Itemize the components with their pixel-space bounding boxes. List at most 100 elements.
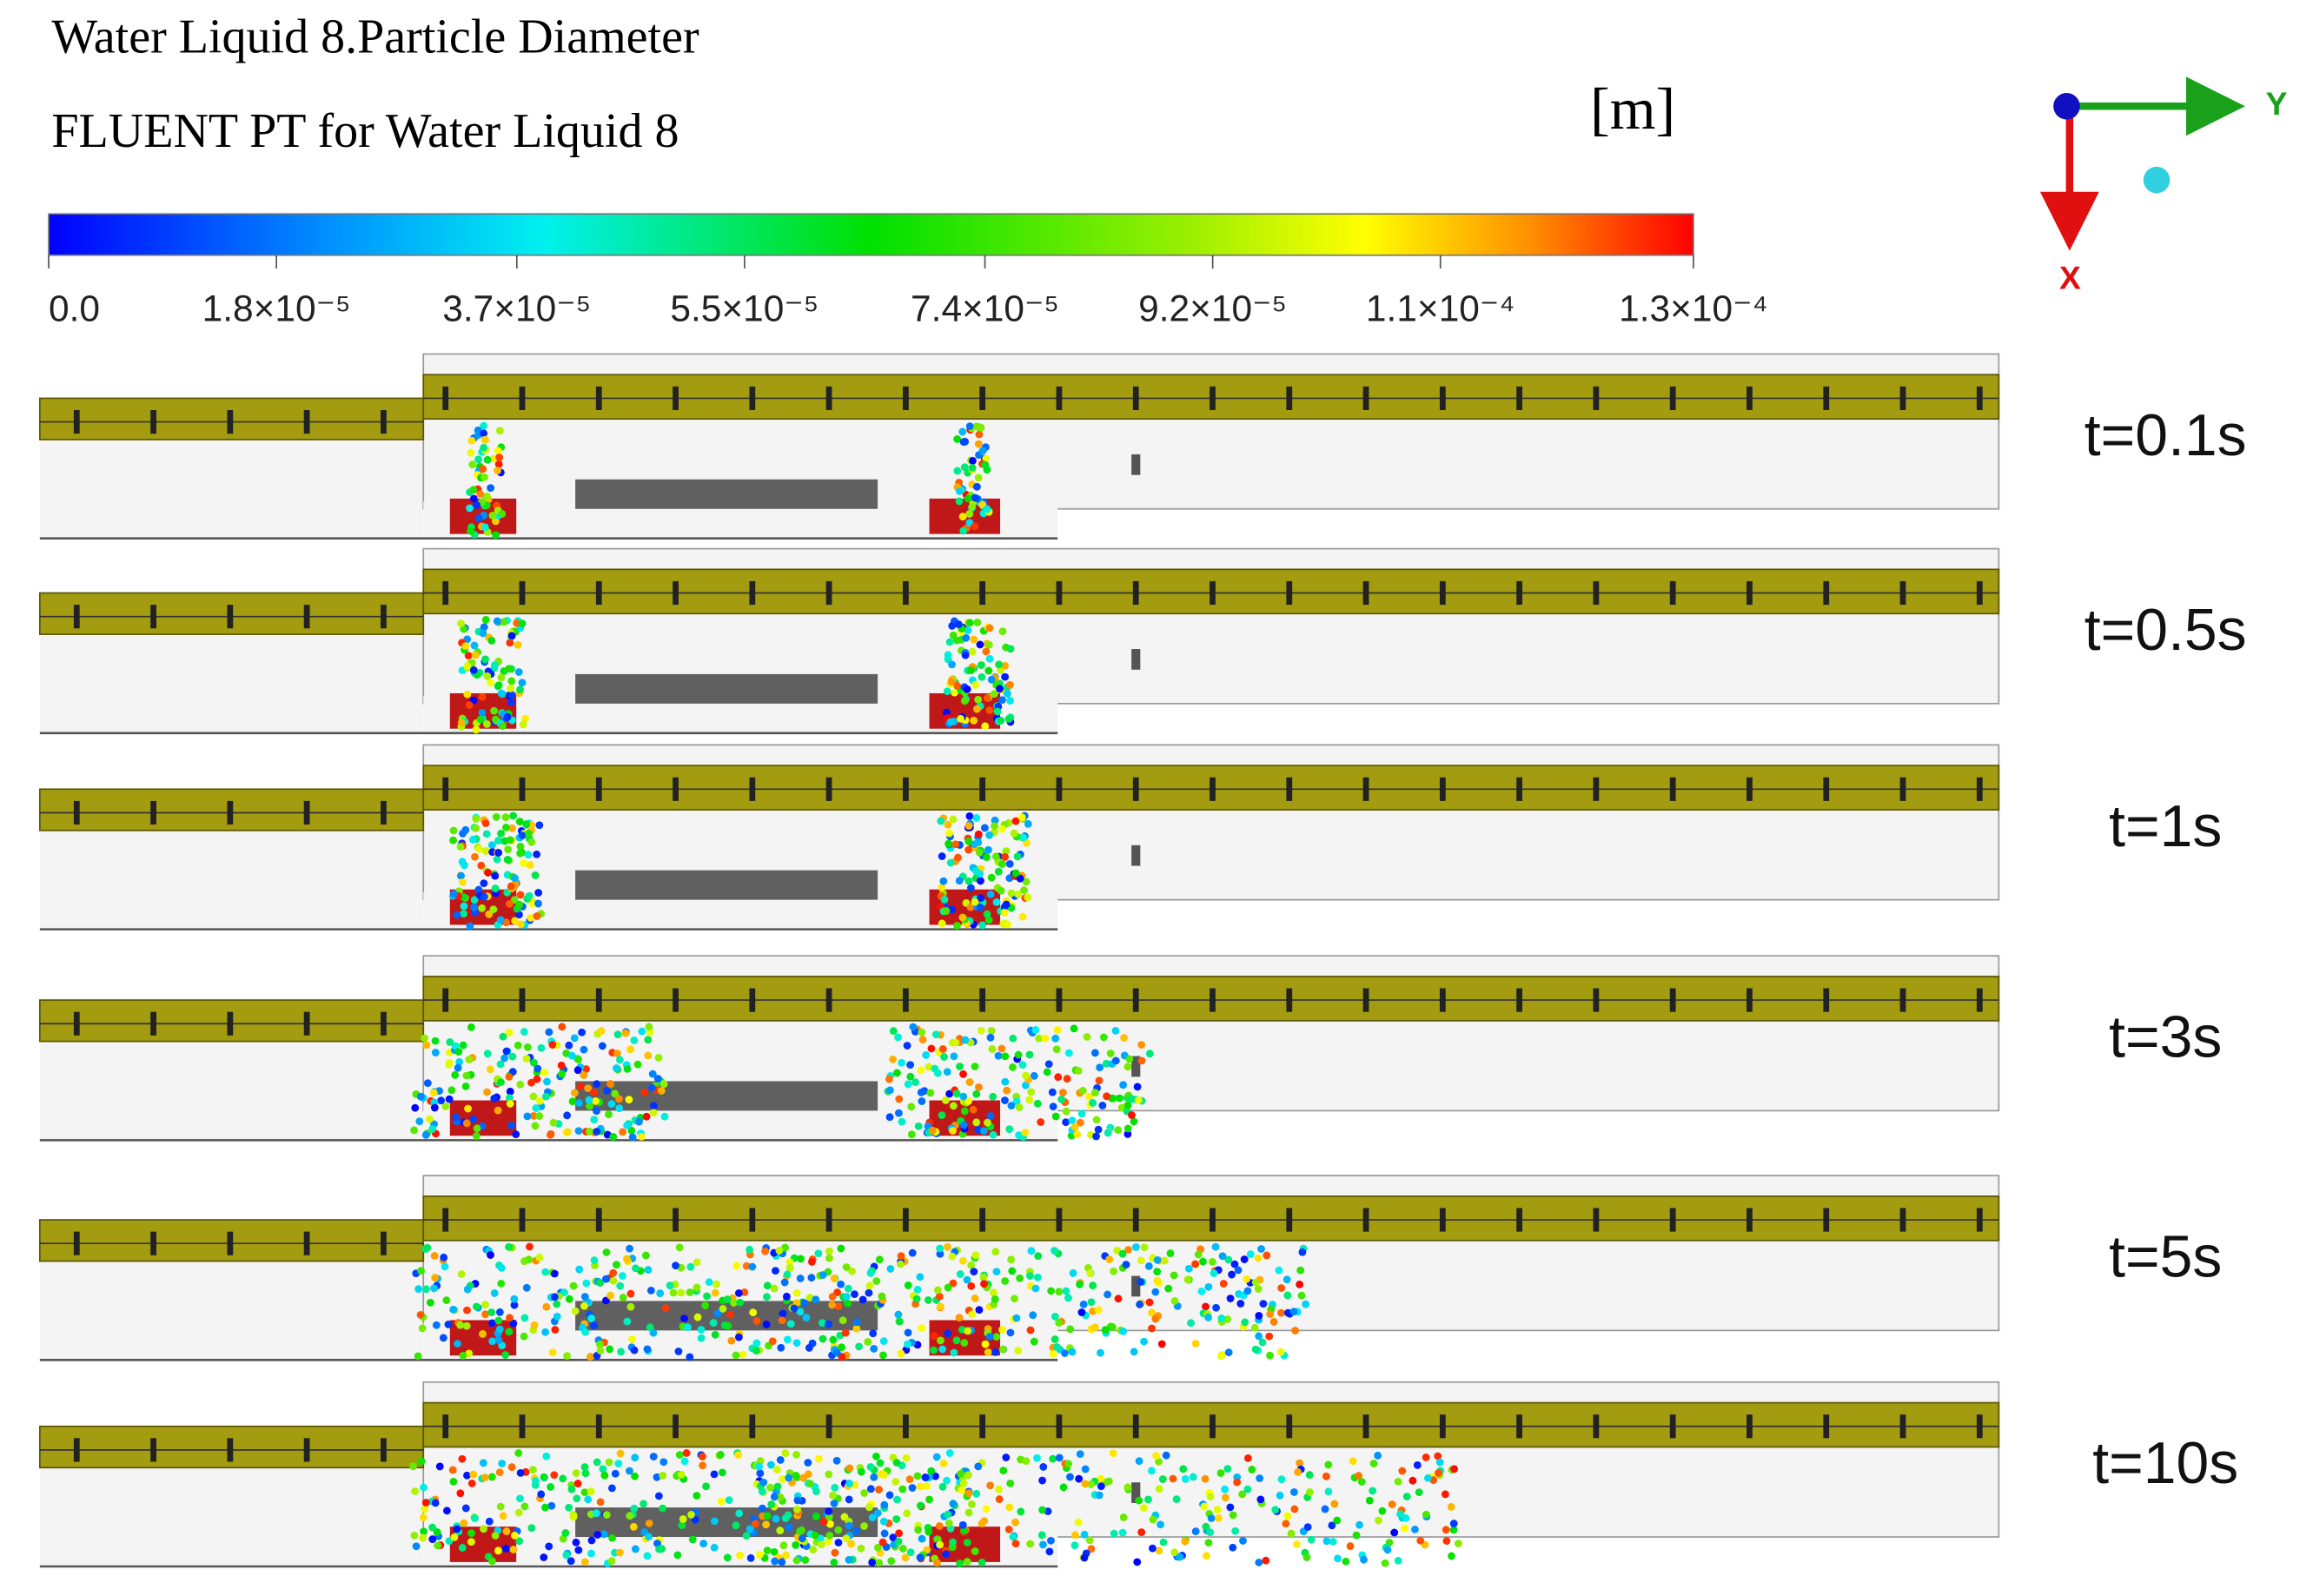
- particle: [631, 1545, 640, 1553]
- particle: [918, 1324, 926, 1333]
- particle: [465, 1056, 474, 1063]
- particle: [975, 1083, 983, 1091]
- particle: [1155, 1485, 1163, 1493]
- nozzle: [1210, 1208, 1216, 1232]
- particle: [975, 1306, 984, 1315]
- particle: [1435, 1458, 1444, 1467]
- particle: [1243, 1275, 1251, 1283]
- particle: [954, 853, 962, 862]
- particle: [968, 1500, 976, 1508]
- particle: [872, 1452, 880, 1460]
- particle: [1087, 1545, 1096, 1553]
- time-label: t=5s: [2109, 1225, 2222, 1290]
- particle: [817, 1540, 825, 1549]
- particle: [723, 1295, 732, 1303]
- nozzle: [1439, 988, 1446, 1012]
- nozzle: [1823, 1414, 1830, 1439]
- particle: [565, 1041, 573, 1050]
- particle: [1024, 819, 1032, 828]
- particle: [1011, 1295, 1018, 1303]
- particle: [498, 1341, 507, 1350]
- particle: [558, 1023, 567, 1031]
- particle: [461, 825, 470, 834]
- particle: [1191, 1527, 1200, 1536]
- nozzle: [673, 1208, 679, 1232]
- particle: [1066, 1473, 1074, 1481]
- particle: [977, 1026, 985, 1035]
- particle: [531, 871, 540, 879]
- nozzle: [825, 580, 832, 606]
- nozzle: [1899, 580, 1906, 606]
- particle: [879, 1337, 888, 1346]
- nozzle: [825, 386, 832, 411]
- particle: [1077, 1308, 1086, 1316]
- particle: [975, 430, 984, 439]
- particle: [976, 904, 984, 911]
- particle: [574, 1546, 583, 1554]
- particle: [792, 1540, 800, 1549]
- particle: [498, 1460, 507, 1467]
- particle: [950, 1348, 958, 1357]
- particle: [1155, 1546, 1163, 1555]
- particle: [751, 1520, 759, 1528]
- particle: [939, 877, 948, 885]
- particle: [1383, 1546, 1392, 1554]
- particle: [615, 1548, 624, 1557]
- nozzle: [1362, 580, 1369, 606]
- particle: [441, 1262, 449, 1271]
- particle: [1203, 1552, 1210, 1560]
- particle: [768, 1337, 777, 1346]
- particle: [1164, 1284, 1173, 1293]
- particle: [607, 1484, 616, 1493]
- nozzle: [303, 1438, 310, 1462]
- particle: [1254, 1285, 1263, 1293]
- particle: [1449, 1526, 1458, 1534]
- particle: [752, 1339, 761, 1348]
- particle: [826, 1520, 834, 1528]
- particle: [998, 1326, 1007, 1334]
- particle: [686, 1288, 694, 1296]
- nozzle: [442, 988, 449, 1012]
- particle: [628, 1334, 637, 1343]
- particle: [984, 845, 992, 854]
- particle: [763, 1546, 772, 1555]
- particle: [573, 1480, 582, 1488]
- particle: [943, 1476, 951, 1485]
- particle: [505, 1242, 513, 1251]
- particle: [1051, 1112, 1060, 1121]
- particle: [945, 638, 954, 646]
- particle: [1394, 1477, 1402, 1486]
- particle: [1003, 690, 1011, 698]
- particle: [421, 1505, 429, 1513]
- particle: [559, 1474, 567, 1483]
- nozzle: [1516, 580, 1523, 606]
- particle: [957, 1469, 965, 1478]
- particle: [1212, 1303, 1221, 1312]
- particle: [948, 1252, 957, 1261]
- particle: [874, 1543, 882, 1552]
- particle: [516, 842, 525, 851]
- particle: [532, 1104, 540, 1112]
- particle: [585, 1127, 593, 1136]
- particle: [749, 1308, 758, 1317]
- particle: [1022, 1457, 1031, 1466]
- particle: [1030, 1337, 1038, 1346]
- particle: [965, 619, 974, 627]
- particle: [797, 1255, 805, 1263]
- nozzle: [1593, 1208, 1600, 1232]
- particle: [688, 1535, 697, 1544]
- particle: [1221, 1485, 1229, 1493]
- particle: [514, 1041, 522, 1050]
- particle: [497, 1263, 506, 1272]
- particle: [457, 719, 466, 727]
- particle: [600, 1530, 608, 1539]
- particle: [1133, 1558, 1142, 1566]
- particle: [1275, 1266, 1283, 1275]
- particle: [818, 1319, 826, 1328]
- particle: [626, 1289, 635, 1298]
- particle: [578, 1028, 586, 1036]
- particle: [653, 1473, 661, 1481]
- nozzle: [1056, 1208, 1063, 1232]
- particle: [615, 1056, 624, 1064]
- particle: [1206, 1528, 1215, 1537]
